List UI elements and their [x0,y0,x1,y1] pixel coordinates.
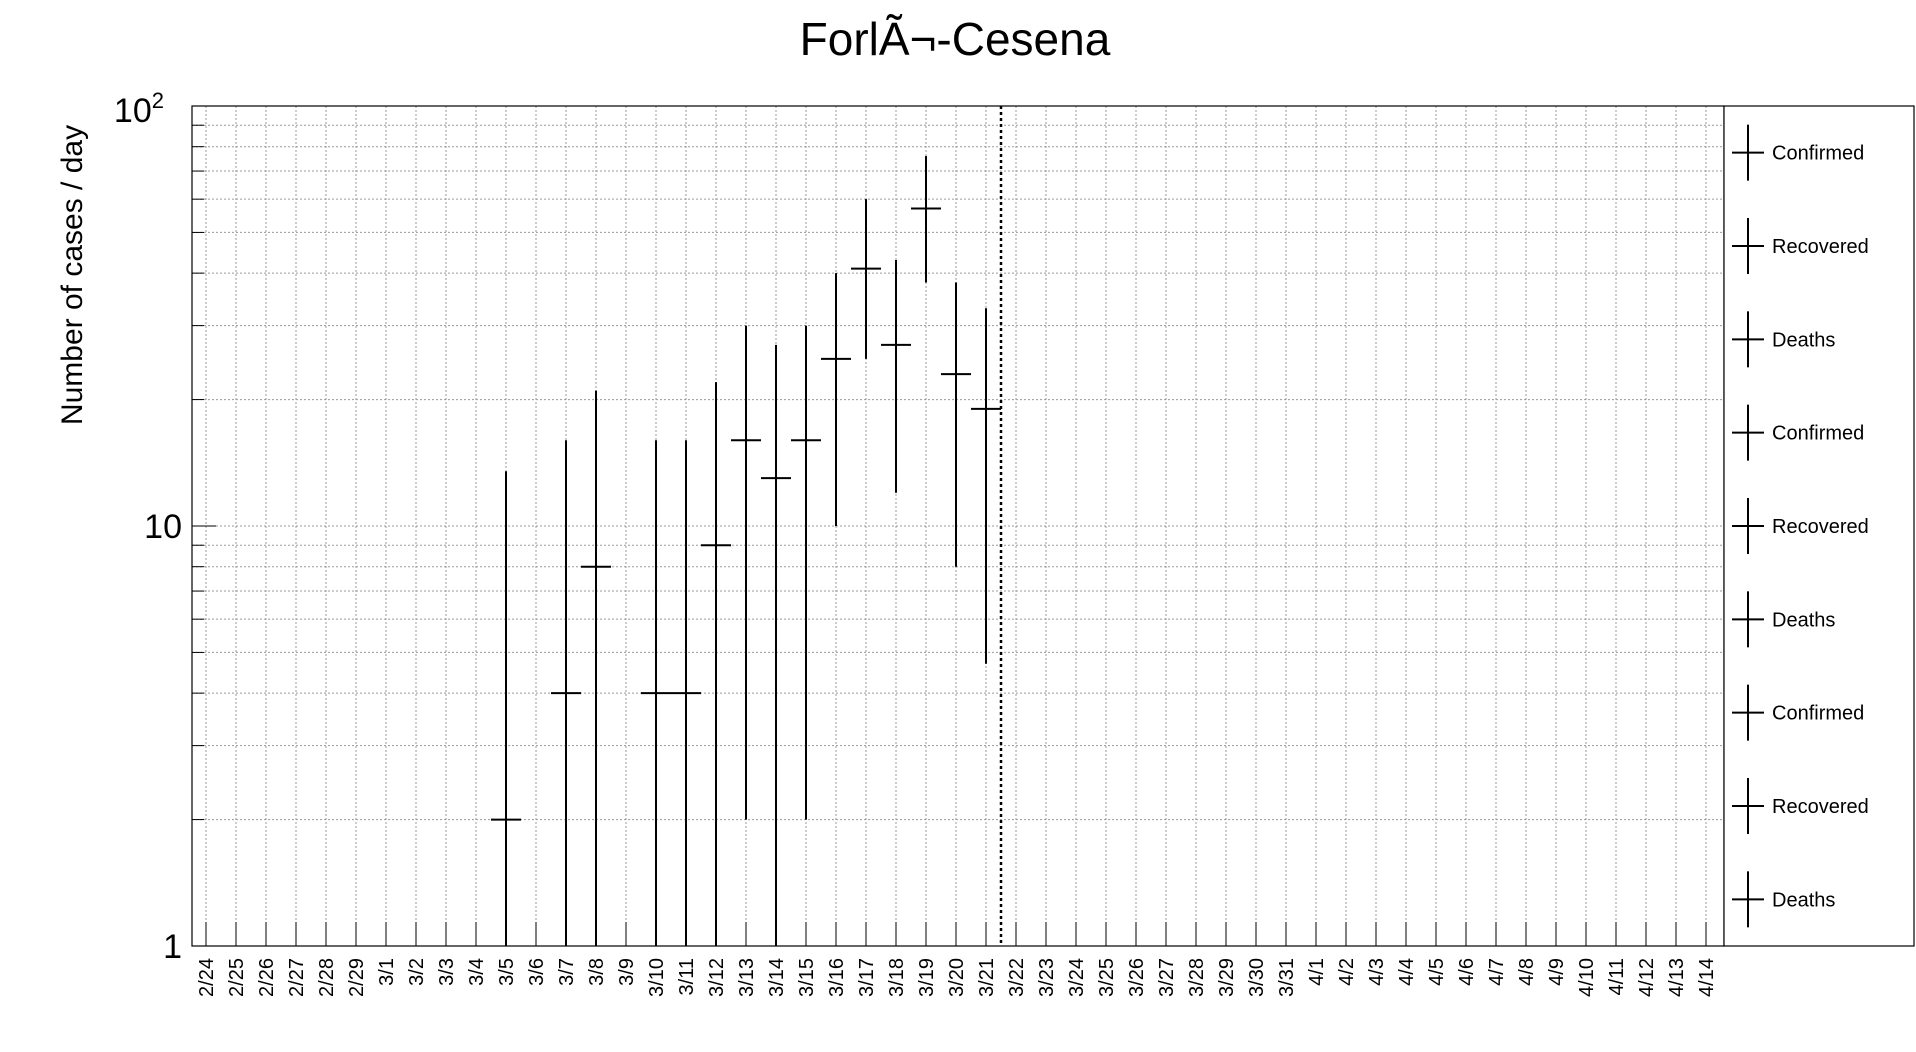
x-tick-label: 3/24 [1066,958,1088,997]
y-tick-label: 102 [114,88,164,130]
x-tick-label: 3/4 [466,958,488,986]
x-tick-label: 2/25 [226,958,248,997]
x-tick-label: 4/3 [1366,958,1388,986]
x-tick-label: 3/28 [1186,958,1208,997]
legend-label: Confirmed [1772,143,1864,165]
y-tick-label: 10 [144,508,182,546]
data-point [551,440,581,946]
x-tick-label: 3/26 [1126,958,1148,997]
legend-entry: Recovered [1732,498,1869,554]
data-point [941,282,971,567]
x-tick-label: 2/26 [256,958,278,997]
x-tick-label: 4/1 [1306,958,1328,986]
data-point [641,440,671,946]
data-point [761,344,791,946]
x-tick-label: 4/9 [1546,958,1568,986]
x-axis-tick-labels: 2/24 2/25 2/26 2/27 2/28 2/29 3/1 3/2 3/3 3/4 3/5 3… [196,958,1718,997]
x-tick-label: 2/27 [286,958,308,997]
y-tick-label: 1 [163,928,182,966]
x-tick-label: 3/29 [1216,958,1238,997]
legend-label: Deaths [1772,609,1835,631]
x-tick-label: 3/19 [916,958,938,997]
x-tick-label: 3/8 [586,958,608,986]
x-tick-label: 3/17 [856,958,878,997]
x-tick-label: 3/12 [706,958,728,997]
x-tick-label: 3/25 [1096,958,1118,997]
data-point [971,308,1001,664]
x-tick-label: 3/6 [526,958,548,986]
x-tick-label: 4/14 [1696,958,1718,997]
x-tick-label: 3/1 [376,958,398,986]
x-tick-label: 4/11 [1606,958,1628,995]
data-point [821,273,851,526]
x-tick-label: 3/15 [796,958,818,997]
legend: Confirmed Recovered Deaths Confirmed Recover… [1723,105,1915,947]
x-tick-label: 3/2 [406,958,428,986]
data-point [701,382,731,946]
legend-entry: Confirmed [1732,684,1864,741]
legend-entry: Deaths [1732,311,1835,368]
x-tick-label: 2/28 [316,958,338,997]
x-tick-label: 3/13 [736,958,758,997]
x-tick-label: 3/18 [886,958,908,997]
legend-label: Deaths [1772,889,1835,911]
x-tick-label: 4/10 [1576,958,1598,997]
x-tick-label: 2/24 [196,958,218,997]
x-tick-label: 4/7 [1486,958,1508,986]
x-tick-label: 3/27 [1156,958,1178,997]
y-axis-label: Number of cases / day [56,125,89,425]
x-tick-label: 3/3 [436,958,458,986]
x-tick-label: 2/29 [346,958,368,997]
x-tick-label: 3/10 [646,958,668,997]
legend-label: Deaths [1772,329,1835,351]
data-point [581,390,611,946]
data-point [491,471,521,946]
data-point [731,325,761,820]
data-point [911,156,941,283]
x-tick-label: 4/2 [1336,958,1358,986]
x-tick-label: 4/8 [1516,958,1538,986]
data-point [881,259,911,493]
x-tick-label: 4/12 [1636,958,1658,997]
x-tick-label: 3/30 [1246,958,1268,997]
legend-entry: Recovered [1732,218,1869,274]
x-tick-label: 3/5 [496,958,518,986]
data-point [851,199,881,359]
x-tick-label: 3/31 [1276,958,1298,997]
x-tick-label: 4/5 [1426,958,1448,986]
x-tick-label: 3/7 [556,958,578,986]
x-tick-label: 3/20 [946,958,968,997]
legend-entry: Recovered [1732,778,1869,834]
legend-entry: Confirmed [1732,404,1864,461]
legend-label: Recovered [1772,796,1869,818]
x-tick-label: 3/21 [976,958,998,997]
data-points [491,156,1001,946]
legend-entry: Deaths [1732,591,1835,648]
data-point [791,325,821,820]
legend-label: Confirmed [1772,703,1864,725]
x-tick-label: 3/23 [1036,958,1058,997]
x-tick-label: 3/14 [766,958,788,997]
legend-label: Confirmed [1772,423,1864,445]
legend-entry: Confirmed [1732,124,1864,181]
legend-label: Recovered [1772,516,1869,538]
x-tick-label: 4/13 [1666,958,1688,997]
legend-entry: Deaths [1732,871,1835,928]
x-tick-label: 3/22 [1006,958,1028,997]
data-point [671,440,701,946]
x-tick-label: 4/6 [1456,958,1478,986]
x-tick-label: 3/16 [826,958,848,997]
y-axis-tick-labels: 1 10 102 [114,88,182,966]
grid [192,106,1724,946]
legend-label: Recovered [1772,236,1869,258]
chart-title: ForlÃ¬-Cesena [800,13,1111,65]
x-tick-label: 3/11 [676,958,698,995]
x-tick-label: 3/9 [616,958,638,986]
x-tick-label: 4/4 [1396,958,1418,986]
